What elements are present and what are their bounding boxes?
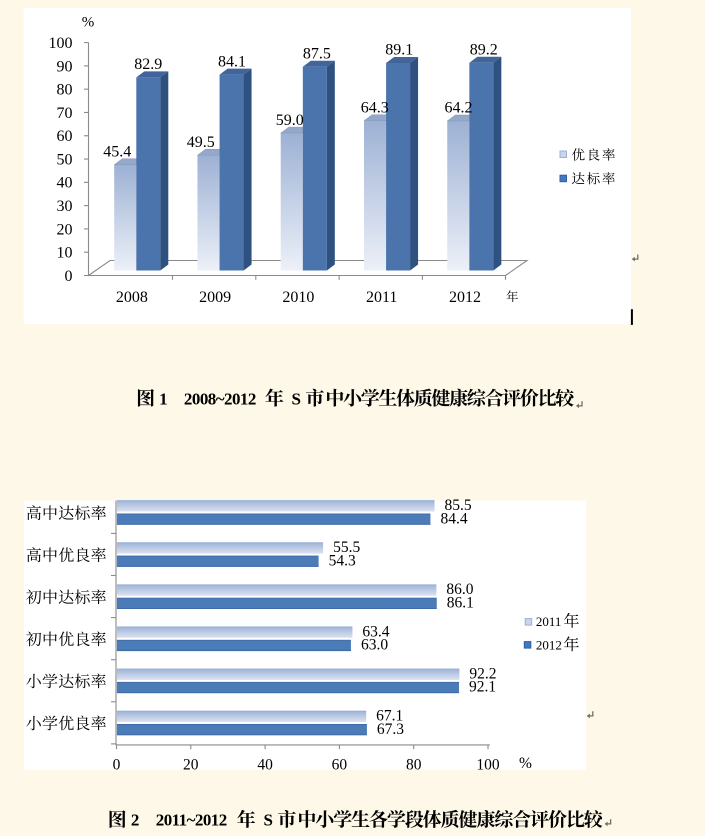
svg-text:2011~2012: 2011~2012 xyxy=(156,811,227,830)
svg-text:64.2: 64.2 xyxy=(445,100,473,117)
svg-text:20: 20 xyxy=(57,221,73,238)
svg-text:63.0: 63.0 xyxy=(361,637,388,654)
svg-text:30: 30 xyxy=(57,198,73,215)
svg-text:85.5: 85.5 xyxy=(445,497,472,514)
svg-text:86.0: 86.0 xyxy=(446,581,473,598)
svg-text:67.3: 67.3 xyxy=(377,721,404,738)
svg-text:60: 60 xyxy=(332,757,348,774)
svg-text:50: 50 xyxy=(57,151,73,168)
svg-text:63.4: 63.4 xyxy=(362,623,389,640)
svg-text:2010: 2010 xyxy=(282,289,314,306)
svg-text:55.5: 55.5 xyxy=(333,539,360,556)
svg-text:86.1: 86.1 xyxy=(447,595,474,612)
svg-text:2011: 2011 xyxy=(536,614,562,629)
svg-text:54.3: 54.3 xyxy=(329,552,356,569)
svg-text:2011: 2011 xyxy=(366,289,397,306)
svg-text:84.1: 84.1 xyxy=(218,53,246,70)
svg-text:80: 80 xyxy=(406,757,422,774)
svg-text:90: 90 xyxy=(57,58,73,75)
svg-text:20: 20 xyxy=(183,757,199,774)
svg-text:40: 40 xyxy=(257,757,273,774)
svg-text:89.1: 89.1 xyxy=(385,42,413,59)
svg-text:64.3: 64.3 xyxy=(361,99,389,116)
svg-text:80: 80 xyxy=(57,82,73,99)
svg-text:2008: 2008 xyxy=(116,289,148,306)
svg-text:2012: 2012 xyxy=(536,638,562,653)
svg-text:89.2: 89.2 xyxy=(470,41,498,58)
svg-text:82.9: 82.9 xyxy=(134,56,162,73)
svg-text:10: 10 xyxy=(57,245,73,262)
svg-text:59.0: 59.0 xyxy=(276,112,304,129)
svg-text:70: 70 xyxy=(57,105,73,122)
svg-text:0: 0 xyxy=(113,757,121,774)
svg-text:67.1: 67.1 xyxy=(376,708,403,725)
svg-text:87.5: 87.5 xyxy=(303,45,331,62)
svg-text:49.5: 49.5 xyxy=(187,134,215,151)
svg-text:0: 0 xyxy=(65,268,73,285)
svg-text:%: % xyxy=(82,15,95,31)
svg-text:2012: 2012 xyxy=(449,289,481,306)
svg-text:92.1: 92.1 xyxy=(469,679,496,696)
svg-text:2009: 2009 xyxy=(199,289,231,306)
svg-text:1: 1 xyxy=(159,389,168,408)
svg-text:60: 60 xyxy=(57,128,73,145)
svg-text:45.4: 45.4 xyxy=(103,143,131,160)
svg-text:100: 100 xyxy=(49,35,73,52)
svg-text:S: S xyxy=(291,389,300,408)
svg-text:S: S xyxy=(264,811,273,830)
svg-text:2: 2 xyxy=(131,811,140,830)
svg-text:92.2: 92.2 xyxy=(469,665,496,682)
svg-text:%: % xyxy=(519,755,532,772)
svg-text:100: 100 xyxy=(476,757,500,774)
svg-text:84.4: 84.4 xyxy=(440,510,467,527)
svg-text:40: 40 xyxy=(57,175,73,192)
svg-text:2008~2012: 2008~2012 xyxy=(184,389,256,408)
